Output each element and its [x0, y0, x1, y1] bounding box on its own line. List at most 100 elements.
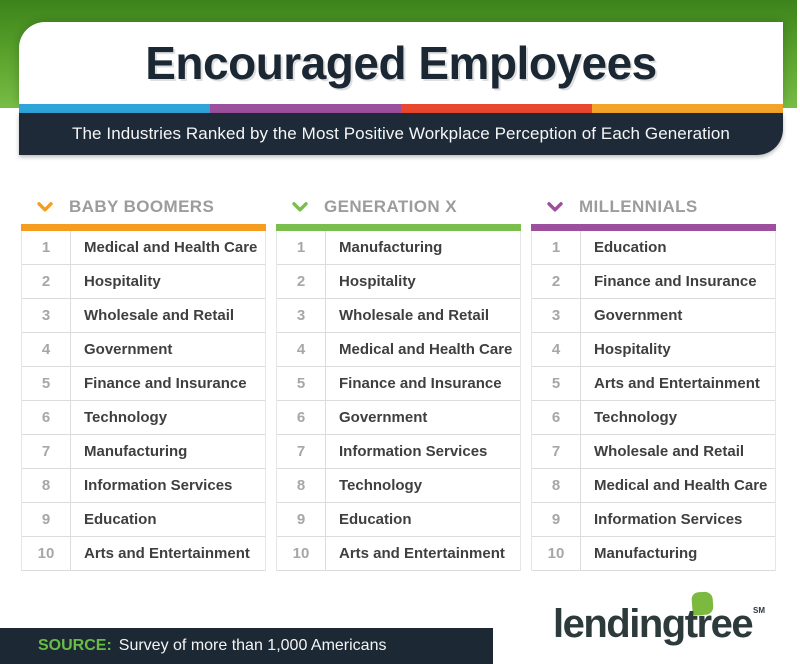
industry-cell: Manufacturing — [339, 239, 443, 256]
industry-cell: Medical and Health Care — [84, 239, 258, 256]
rank-cell: 5 — [22, 367, 71, 400]
industry-cell: Government — [339, 409, 428, 426]
industry-cell: Education — [594, 239, 667, 256]
chevron-down-icon — [531, 202, 579, 212]
source-text: Survey of more than 1,000 Americans — [118, 637, 387, 654]
stripe-segment — [210, 104, 401, 113]
generation-label: BABY BOOMERS — [69, 197, 215, 216]
source-label: SOURCE: — [38, 637, 112, 654]
industry-cell: Government — [594, 307, 683, 324]
table-row: 10 Manufacturing — [532, 537, 775, 571]
rank-cell: 8 — [22, 469, 71, 502]
table-row: 9 Education — [277, 503, 520, 537]
industry-cell: Manufacturing — [84, 443, 188, 460]
table-row: 1 Education — [532, 231, 775, 265]
table-row: 8 Technology — [277, 469, 520, 503]
subtitle: The Industries Ranked by the Most Positi… — [71, 124, 730, 143]
table-row: 7 Manufacturing — [22, 435, 265, 469]
table-row: 1 Medical and Health Care — [22, 231, 265, 265]
accent-bar — [21, 224, 266, 231]
rank-cell: 2 — [22, 265, 71, 298]
rank-cell: 3 — [277, 299, 326, 332]
stripe-segment — [592, 104, 783, 113]
chevron-down-icon — [21, 202, 69, 212]
ranking-table: 1 Manufacturing 2 Hospitality 3 Wholesal… — [276, 231, 521, 571]
industry-cell: Finance and Insurance — [84, 375, 247, 392]
rank-cell: 2 — [277, 265, 326, 298]
industry-cell: Wholesale and Retail — [84, 307, 235, 324]
industry-cell: Medical and Health Care — [594, 477, 768, 494]
column-header: GENERATION X — [276, 190, 521, 224]
industry-cell: Hospitality — [594, 341, 671, 358]
rank-cell: 9 — [22, 503, 71, 536]
ranking-column-millennials: MILLENNIALS 1 Education 2 Finance and In… — [531, 190, 776, 571]
lendingtree-logo: lendingtree SM — [553, 591, 767, 646]
subtitle-band: The Industries Ranked by the Most Positi… — [19, 113, 783, 155]
industry-cell: Government — [84, 341, 173, 358]
industry-cell: Wholesale and Retail — [594, 443, 745, 460]
industry-cell: Hospitality — [339, 273, 416, 290]
industry-cell: Hospitality — [84, 273, 161, 290]
rank-cell: 9 — [532, 503, 581, 536]
rank-cell: 7 — [22, 435, 71, 468]
industry-cell: Arts and Entertainment — [84, 545, 250, 562]
rank-cell: 8 — [277, 469, 326, 502]
table-row: 4 Hospitality — [532, 333, 775, 367]
ranking-table: 1 Medical and Health Care 2 Hospitality … — [21, 231, 266, 571]
column-header: MILLENNIALS — [531, 190, 776, 224]
rank-cell: 3 — [532, 299, 581, 332]
table-row: 6 Technology — [532, 401, 775, 435]
rank-cell: 9 — [277, 503, 326, 536]
industry-cell: Finance and Insurance — [594, 273, 757, 290]
ranking-columns: BABY BOOMERS 1 Medical and Health Care 2… — [21, 190, 776, 571]
table-row: 5 Finance and Insurance — [22, 367, 265, 401]
industry-cell: Technology — [594, 409, 678, 426]
table-row: 3 Wholesale and Retail — [22, 299, 265, 333]
accent-bar — [276, 224, 521, 231]
industry-cell: Technology — [339, 477, 423, 494]
table-row: 6 Technology — [22, 401, 265, 435]
page-title: Encouraged Employees — [145, 37, 657, 89]
logo-text: lendingtree — [553, 602, 754, 646]
industry-cell: Education — [339, 511, 412, 528]
industry-cell: Arts and Entertainment — [594, 375, 760, 392]
rank-cell: 1 — [532, 231, 581, 264]
table-row: 4 Government — [22, 333, 265, 367]
industry-cell: Finance and Insurance — [339, 375, 502, 392]
rank-cell: 6 — [22, 401, 71, 434]
industry-cell: Manufacturing — [594, 545, 698, 562]
rank-cell: 10 — [22, 537, 71, 570]
rank-cell: 1 — [22, 231, 71, 264]
industry-cell: Information Services — [84, 477, 233, 494]
logo-sm-mark: SM — [753, 606, 765, 615]
industry-cell: Technology — [84, 409, 168, 426]
rank-cell: 1 — [277, 231, 326, 264]
table-row: 10 Arts and Entertainment — [22, 537, 265, 571]
column-header: BABY BOOMERS — [21, 190, 266, 224]
industry-cell: Medical and Health Care — [339, 341, 513, 358]
title-card: Encouraged Employees — [19, 22, 783, 104]
table-row: 8 Medical and Health Care — [532, 469, 775, 503]
table-row: 7 Information Services — [277, 435, 520, 469]
rank-cell: 6 — [532, 401, 581, 434]
rank-cell: 5 — [532, 367, 581, 400]
table-row: 2 Finance and Insurance — [532, 265, 775, 299]
rank-cell: 8 — [532, 469, 581, 502]
industry-cell: Information Services — [594, 511, 743, 528]
table-row: 6 Government — [277, 401, 520, 435]
accent-bar — [531, 224, 776, 231]
rank-cell: 7 — [277, 435, 326, 468]
table-row: 5 Arts and Entertainment — [532, 367, 775, 401]
generation-label: GENERATION X — [324, 197, 457, 216]
stripe-segment — [19, 104, 210, 113]
ranking-column-generation-x: GENERATION X 1 Manufacturing 2 Hospitali… — [276, 190, 521, 571]
rank-cell: 4 — [532, 333, 581, 366]
ranking-column-baby-boomers: BABY BOOMERS 1 Medical and Health Care 2… — [21, 190, 266, 571]
rank-cell: 2 — [532, 265, 581, 298]
rank-cell: 4 — [22, 333, 71, 366]
industry-cell: Arts and Entertainment — [339, 545, 505, 562]
table-row: 3 Government — [532, 299, 775, 333]
table-row: 1 Manufacturing — [277, 231, 520, 265]
table-row: 8 Information Services — [22, 469, 265, 503]
